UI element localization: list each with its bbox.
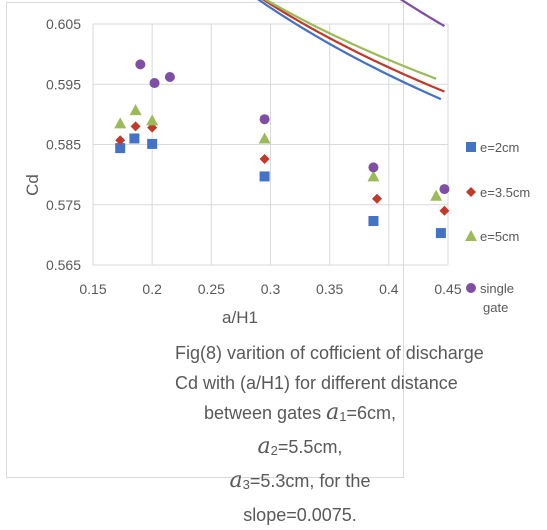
legend-marker-3 [465, 230, 477, 241]
figure-frame [6, 2, 404, 478]
legend-label-2: e=3.5cm [480, 185, 530, 200]
data-point-4 [439, 184, 450, 195]
x-tick-label: 0.4 [379, 281, 399, 297]
chart: 0.565 0.575 0.585 0.595 0.605 0.15 0.2 0.25 0.3… [23, 0, 530, 327]
data-point-4 [149, 78, 160, 89]
data-point-2 [372, 193, 382, 204]
legend-marker-4 [466, 283, 476, 293]
data-point-3 [114, 117, 127, 129]
caption-line-4-rest: =5.3cm, for the slope=0.0075. [243, 471, 371, 525]
x-axis-label: a/H1 [222, 308, 258, 327]
trendline-2 [261, 0, 445, 93]
figure-caption: Fig(8) varition of cofficient of dischar… [175, 338, 484, 530]
legend-marker-1 [466, 142, 476, 152]
data-point-3 [430, 189, 443, 201]
y-tick-label: 0.595 [46, 76, 81, 92]
y-tick-label: 0.575 [46, 197, 81, 213]
legend-label-3: e=5cm [480, 229, 519, 244]
trendline-layer [257, 0, 446, 101]
x-tick-label: 0.2 [142, 281, 162, 297]
trendline-3 [264, 0, 437, 80]
data-point-4 [259, 114, 270, 125]
data-point-2 [259, 153, 270, 164]
y-tick-label: 0.605 [46, 16, 81, 32]
trendline-1 [257, 0, 442, 101]
data-point-4 [135, 59, 146, 70]
legend-label-4: single gate [480, 281, 514, 315]
data-point-4 [164, 72, 175, 83]
data-point-1 [147, 138, 158, 149]
data-point-2 [115, 135, 126, 146]
data-point-1 [435, 228, 446, 239]
legend-label-1: e=2cm [480, 140, 519, 155]
caption-line-3: between gates a1=6cm, a2=5.5cm, [175, 398, 425, 466]
y-tick-label: 0.585 [46, 137, 81, 153]
caption-line-3-prefix: between gates [204, 403, 327, 423]
caption-symbol-a2: a [257, 434, 271, 459]
caption-line-4: a3=5.3cm, for the slope=0.0075. [175, 466, 425, 530]
y-tick-label: 0.565 [46, 257, 81, 273]
legend: e=2cm e=3.5cm e=5cm single gate [465, 140, 530, 315]
data-point-4 [368, 162, 379, 173]
x-tick-label: 0.3 [261, 281, 281, 297]
data-point-1 [129, 133, 140, 144]
data-point-2 [439, 205, 450, 216]
x-tick-label: 0.35 [316, 281, 343, 297]
caption-value-a2: =5.5cm, [277, 437, 343, 457]
point-layer [114, 59, 450, 239]
legend-marker-2 [466, 187, 476, 197]
caption-symbol-a3: a [229, 468, 243, 493]
data-point-2 [130, 121, 141, 132]
data-point-3 [129, 104, 142, 116]
caption-symbol-a1: a [326, 400, 340, 425]
x-tick-label: 0.15 [79, 281, 106, 297]
data-point-3 [146, 114, 159, 126]
caption-value-a1: =6cm, [346, 403, 396, 423]
y-axis-label: Cd [23, 174, 42, 196]
caption-subscript-1: 1 [339, 409, 347, 424]
data-point-3 [367, 170, 380, 182]
x-tick-label: 0.25 [198, 281, 225, 297]
y-tick-labels: 0.565 0.575 0.585 0.595 0.605 [46, 16, 81, 273]
data-point-1 [259, 171, 270, 182]
grid-layer [92, 23, 449, 266]
caption-subscript-2: 2 [270, 443, 278, 458]
x-tick-label: 0.45 [434, 281, 461, 297]
caption-line-1: Fig(8) varition of cofficient of dischar… [175, 343, 484, 363]
data-point-3 [258, 132, 271, 144]
caption-subscript-3: 3 [242, 477, 250, 492]
data-point-1 [368, 216, 379, 227]
x-tick-labels: 0.15 0.2 0.25 0.3 0.35 0.4 0.45 [79, 281, 461, 297]
caption-line-2: Cd with (a/H1) for different distance [175, 373, 458, 393]
data-point-1 [115, 143, 126, 154]
